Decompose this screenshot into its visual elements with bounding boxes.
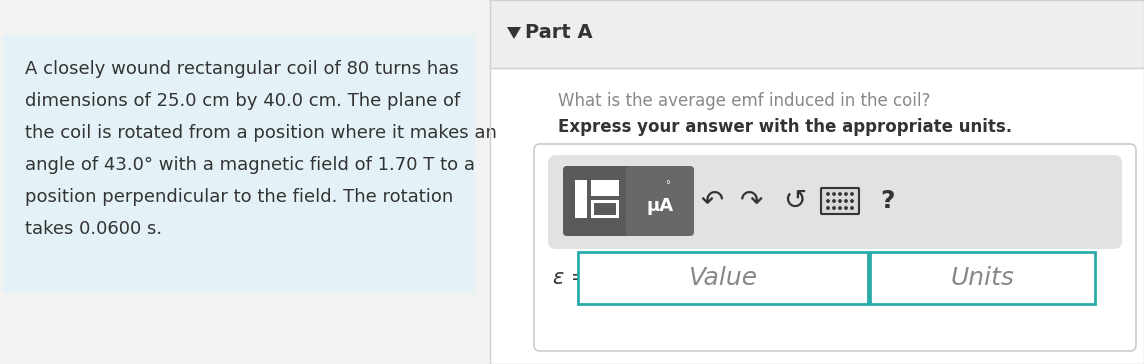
Text: ?: ? [881, 189, 896, 213]
Text: angle of 43.0° with a magnetic field of 1.70 T to a: angle of 43.0° with a magnetic field of … [25, 156, 475, 174]
Text: ↺: ↺ [784, 187, 807, 215]
FancyBboxPatch shape [591, 180, 619, 196]
FancyBboxPatch shape [591, 200, 619, 218]
Circle shape [844, 207, 848, 209]
FancyBboxPatch shape [563, 166, 631, 236]
FancyBboxPatch shape [3, 35, 475, 293]
Circle shape [851, 207, 853, 209]
Circle shape [827, 200, 829, 202]
Text: µA: µA [646, 197, 674, 215]
FancyBboxPatch shape [821, 188, 859, 214]
Circle shape [839, 207, 841, 209]
FancyBboxPatch shape [490, 68, 1144, 364]
Text: What is the average emf induced in the coil?: What is the average emf induced in the c… [558, 92, 930, 110]
Circle shape [833, 193, 835, 195]
Text: ε =: ε = [553, 268, 588, 288]
Circle shape [833, 207, 835, 209]
FancyBboxPatch shape [626, 166, 694, 236]
Text: Units: Units [951, 266, 1015, 290]
Text: °: ° [666, 180, 670, 190]
Circle shape [827, 193, 829, 195]
Circle shape [844, 200, 848, 202]
Circle shape [851, 193, 853, 195]
Text: dimensions of 25.0 cm by 40.0 cm. The plane of: dimensions of 25.0 cm by 40.0 cm. The pl… [25, 92, 460, 110]
Polygon shape [507, 27, 521, 39]
FancyBboxPatch shape [575, 180, 587, 218]
FancyBboxPatch shape [869, 252, 1095, 304]
FancyBboxPatch shape [490, 0, 1144, 68]
Text: the coil is rotated from a position where it makes an: the coil is rotated from a position wher… [25, 124, 496, 142]
Text: ↶: ↶ [700, 187, 724, 215]
Circle shape [833, 200, 835, 202]
Circle shape [839, 200, 841, 202]
Circle shape [851, 200, 853, 202]
FancyBboxPatch shape [578, 252, 868, 304]
FancyBboxPatch shape [548, 155, 1122, 249]
Text: Express your answer with the appropriate units.: Express your answer with the appropriate… [558, 118, 1012, 136]
Text: Part A: Part A [525, 23, 593, 42]
FancyBboxPatch shape [594, 203, 615, 215]
FancyBboxPatch shape [534, 144, 1136, 351]
Text: ↷: ↷ [740, 187, 764, 215]
Text: A closely wound rectangular coil of 80 turns has: A closely wound rectangular coil of 80 t… [25, 60, 459, 78]
Text: takes 0.0600 s.: takes 0.0600 s. [25, 220, 162, 238]
Text: position perpendicular to the field. The rotation: position perpendicular to the field. The… [25, 188, 453, 206]
Circle shape [839, 193, 841, 195]
Text: Value: Value [689, 266, 757, 290]
Circle shape [844, 193, 848, 195]
Circle shape [827, 207, 829, 209]
